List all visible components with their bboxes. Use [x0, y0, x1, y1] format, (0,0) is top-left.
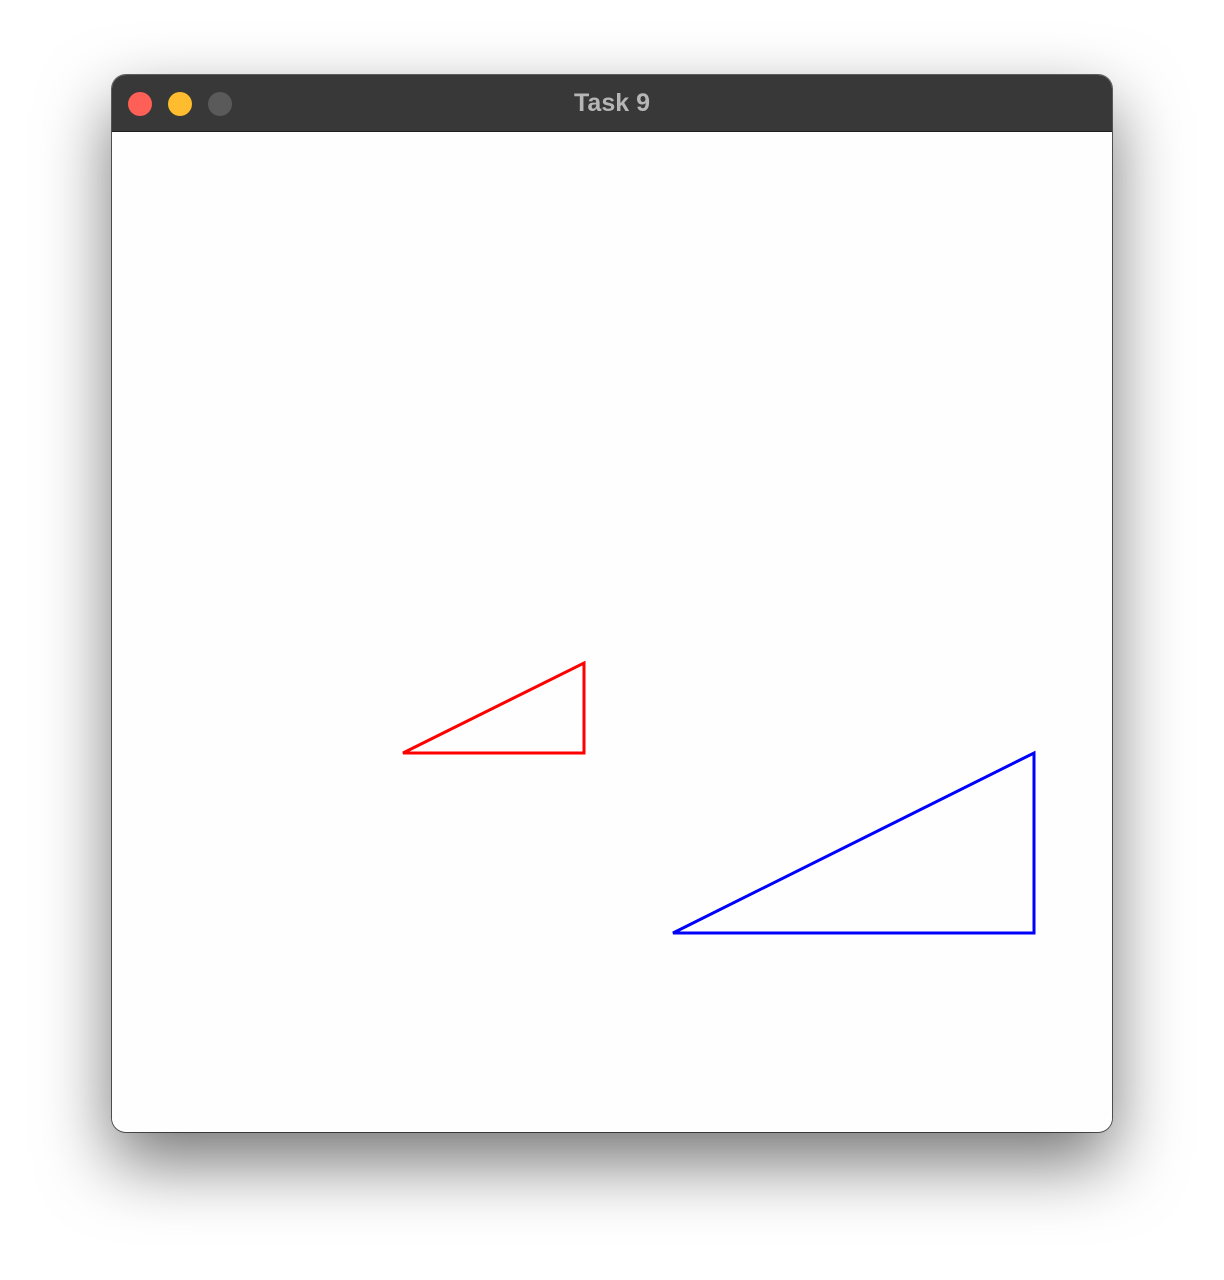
zoom-button — [208, 92, 232, 116]
close-button[interactable] — [128, 92, 152, 116]
blue-triangle — [672, 750, 1036, 935]
canvas-svg — [402, 660, 1036, 935]
drawing-canvas[interactable] — [112, 132, 1112, 1132]
red-triangle — [402, 660, 586, 755]
window-title: Task 9 — [574, 89, 650, 117]
minimize-button[interactable] — [168, 92, 192, 116]
app-window: Task 9 — [112, 75, 1112, 1132]
title-bar[interactable]: Task 9 — [112, 75, 1112, 132]
